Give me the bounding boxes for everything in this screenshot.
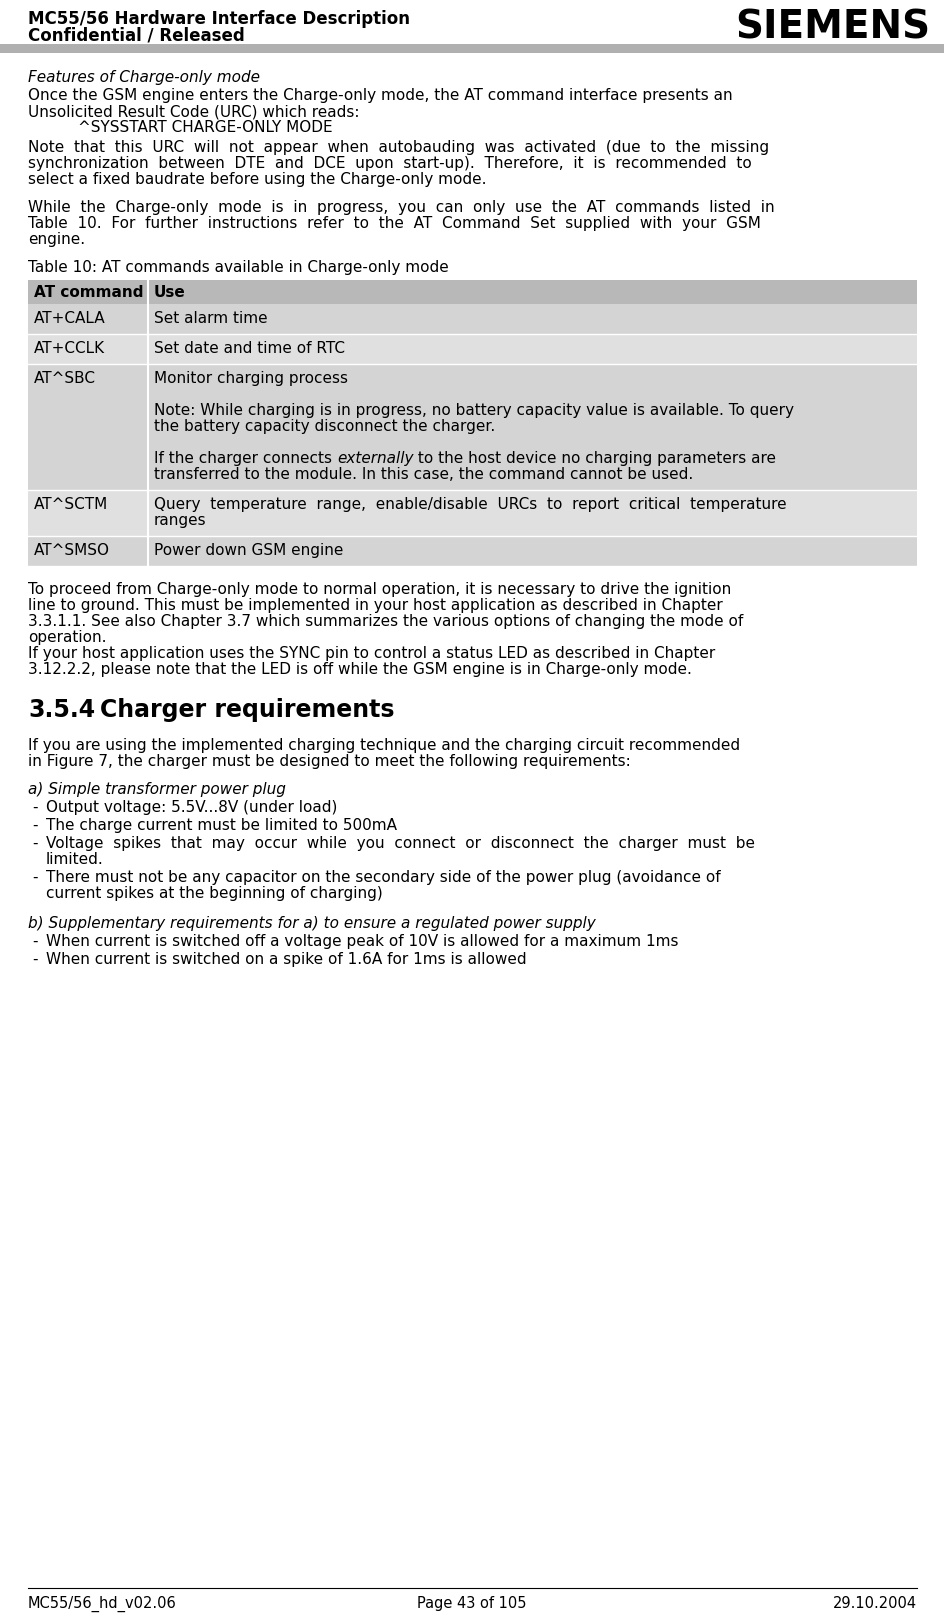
- Text: SIEMENS: SIEMENS: [734, 8, 929, 45]
- Text: Table  10.  For  further  instructions  refer  to  the  AT  Command  Set  suppli: Table 10. For further instructions refer…: [28, 215, 760, 231]
- Text: The charge current must be limited to 500mA: The charge current must be limited to 50…: [46, 819, 396, 833]
- Text: -: -: [32, 799, 38, 815]
- Text: Page 43 of 105: Page 43 of 105: [417, 1595, 526, 1612]
- Text: If your host application uses the SYNC pin to control a status LED as described : If your host application uses the SYNC p…: [28, 646, 715, 662]
- Bar: [28, 536, 916, 566]
- Text: Output voltage: 5.5V...8V (under load): Output voltage: 5.5V...8V (under load): [46, 799, 337, 815]
- Text: Note  that  this  URC  will  not  appear  when  autobauding  was  activated  (du: Note that this URC will not appear when …: [28, 141, 768, 155]
- Text: b) Supplementary requirements for a) to ensure a regulated power supply: b) Supplementary requirements for a) to …: [28, 916, 595, 930]
- Text: AT command: AT command: [34, 285, 143, 299]
- Text: AT^SMSO: AT^SMSO: [34, 544, 110, 558]
- Text: Use: Use: [154, 285, 186, 299]
- Text: There must not be any capacitor on the secondary side of the power plug (avoidan: There must not be any capacitor on the s…: [46, 870, 720, 885]
- Bar: [28, 304, 916, 333]
- Text: select a fixed baudrate before using the Charge-only mode.: select a fixed baudrate before using the…: [28, 172, 486, 188]
- Text: 3.5.4: 3.5.4: [28, 697, 95, 722]
- Text: transferred to the module. In this case, the command cannot be used.: transferred to the module. In this case,…: [154, 468, 693, 482]
- Text: -: -: [32, 951, 38, 968]
- Bar: [28, 280, 916, 304]
- Text: Power down GSM engine: Power down GSM engine: [154, 544, 343, 558]
- Text: MC55/56_hd_v02.06: MC55/56_hd_v02.06: [28, 1595, 177, 1612]
- Text: Once the GSM engine enters the Charge-only mode, the AT command interface presen: Once the GSM engine enters the Charge-on…: [28, 87, 732, 104]
- Bar: [28, 333, 916, 364]
- Bar: [28, 364, 916, 490]
- Text: 3.3.1.1. See also Chapter 3.7 which summarizes the various options of changing t: 3.3.1.1. See also Chapter 3.7 which summ…: [28, 613, 743, 629]
- Text: Voltage  spikes  that  may  occur  while  you  connect  or  disconnect  the  cha: Voltage spikes that may occur while you …: [46, 837, 754, 851]
- Text: AT^SCTM: AT^SCTM: [34, 497, 109, 511]
- Text: Set alarm time: Set alarm time: [154, 311, 267, 325]
- Text: engine.: engine.: [28, 231, 85, 248]
- Text: AT^SBC: AT^SBC: [34, 371, 96, 387]
- Text: Confidential / Released: Confidential / Released: [28, 26, 244, 44]
- Text: externally: externally: [336, 451, 413, 466]
- Text: -: -: [32, 819, 38, 833]
- Text: -: -: [32, 934, 38, 950]
- Text: synchronization  between  DTE  and  DCE  upon  start-up).  Therefore,  it  is  r: synchronization between DTE and DCE upon…: [28, 155, 751, 172]
- Text: Features of Charge-only mode: Features of Charge-only mode: [28, 70, 260, 86]
- Text: Set date and time of RTC: Set date and time of RTC: [154, 341, 345, 356]
- Text: MC55/56 Hardware Interface Description: MC55/56 Hardware Interface Description: [28, 10, 410, 28]
- Text: When current is switched off a voltage peak of 10V is allowed for a maximum 1ms: When current is switched off a voltage p…: [46, 934, 678, 950]
- Text: the battery capacity disconnect the charger.: the battery capacity disconnect the char…: [154, 419, 495, 434]
- Text: -: -: [32, 870, 38, 885]
- Text: AT+CCLK: AT+CCLK: [34, 341, 105, 356]
- Text: If you are using the implemented charging technique and the charging circuit rec: If you are using the implemented chargin…: [28, 738, 739, 752]
- Text: When current is switched on a spike of 1.6A for 1ms is allowed: When current is switched on a spike of 1…: [46, 951, 526, 968]
- Text: in Figure 7, the charger must be designed to meet the following requirements:: in Figure 7, the charger must be designe…: [28, 754, 630, 769]
- Text: a) Simple transformer power plug: a) Simple transformer power plug: [28, 781, 286, 798]
- Text: ranges: ranges: [154, 513, 207, 527]
- Text: current spikes at the beginning of charging): current spikes at the beginning of charg…: [46, 887, 382, 901]
- Text: 29.10.2004: 29.10.2004: [832, 1595, 916, 1612]
- Text: While  the  Charge-only  mode  is  in  progress,  you  can  only  use  the  AT  : While the Charge-only mode is in progres…: [28, 201, 774, 215]
- Text: 3.12.2.2, please note that the LED is off while the GSM engine is in Charge-only: 3.12.2.2, please note that the LED is of…: [28, 662, 691, 676]
- Text: To proceed from Charge-only mode to normal operation, it is necessary to drive t: To proceed from Charge-only mode to norm…: [28, 582, 731, 597]
- Text: Monitor charging process: Monitor charging process: [154, 371, 347, 387]
- Text: ^SYSSTART CHARGE-ONLY MODE: ^SYSSTART CHARGE-ONLY MODE: [78, 120, 332, 134]
- Text: to the host device no charging parameters are: to the host device no charging parameter…: [413, 451, 776, 466]
- Text: line to ground. This must be implemented in your host application as described i: line to ground. This must be implemented…: [28, 599, 722, 613]
- Text: Charger requirements: Charger requirements: [100, 697, 394, 722]
- Text: operation.: operation.: [28, 629, 107, 646]
- Text: Table 10: AT commands available in Charge-only mode: Table 10: AT commands available in Charg…: [28, 260, 448, 275]
- Bar: [28, 490, 916, 536]
- Text: Unsolicited Result Code (URC) which reads:: Unsolicited Result Code (URC) which read…: [28, 104, 359, 120]
- Text: Note: While charging is in progress, no battery capacity value is available. To : Note: While charging is in progress, no …: [154, 403, 793, 417]
- Text: AT+CALA: AT+CALA: [34, 311, 106, 325]
- Text: -: -: [32, 837, 38, 851]
- Text: Query  temperature  range,  enable/disable  URCs  to  report  critical  temperat: Query temperature range, enable/disable …: [154, 497, 785, 511]
- Bar: [0, 44, 944, 53]
- Text: limited.: limited.: [46, 853, 104, 867]
- Text: If the charger connects: If the charger connects: [154, 451, 336, 466]
